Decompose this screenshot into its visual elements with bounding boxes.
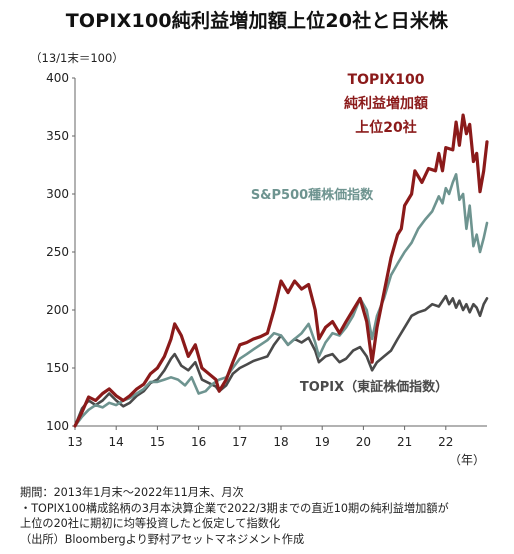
chart-title: TOPIX100純利益増加額上位20社と日米株 <box>65 10 449 32</box>
y-tick-label: 150 <box>46 361 69 375</box>
series-label-1: S&P500種株価指数 <box>251 187 374 203</box>
x-tick-label: 18 <box>273 435 288 449</box>
series-line-1 <box>73 173 489 428</box>
footnotes: 期間：2013年1月末～2022年11月末、月次 ・TOPIX100構成銘柄の3… <box>20 485 449 547</box>
series-label-2: TOPIX（東証株価指数） <box>300 379 448 395</box>
line-chart: 100 150 200 250 300 350 400 13 14 15 16 17 18 19 20 21 2… <box>46 71 489 467</box>
x-axis-unit: （年） <box>449 453 485 467</box>
x-tick-label: 19 <box>315 435 330 449</box>
x-tick-label: 15 <box>150 435 165 449</box>
footnote-method-2: 上位の20社に期初に均等投資したと仮定して指数化 <box>20 517 281 530</box>
y-tick-label: 300 <box>46 187 69 201</box>
series-label-0: 純利益増加額 <box>344 95 428 112</box>
footnote-method-1: ・TOPIX100構成銘柄の3月本決算企業で2022/3期までの直近10期の純利… <box>20 501 449 515</box>
y-tick-label: 400 <box>46 71 69 85</box>
y-tick-label: 100 <box>46 419 69 433</box>
y-tick-label: 250 <box>46 245 69 259</box>
series-line-0 <box>73 113 489 428</box>
series-line-2 <box>73 294 489 428</box>
series-label-0: TOPIX100 <box>348 72 425 88</box>
unit-note: （13/1末＝100） <box>30 51 124 65</box>
x-tick-label: 22 <box>438 435 453 449</box>
x-tick-label: 16 <box>191 435 206 449</box>
footnote-period: 期間：2013年1月末～2022年11月末、月次 <box>20 486 244 499</box>
y-tick-label: 350 <box>46 129 69 143</box>
y-tick-label: 200 <box>46 303 69 317</box>
x-tick-label: 13 <box>67 435 82 449</box>
series-label-0: 上位20社 <box>355 119 416 136</box>
x-tick-label: 14 <box>109 435 124 449</box>
footnote-source: （出所）Bloombergより野村アセットマネジメント作成 <box>20 532 305 546</box>
x-tick-label: 21 <box>397 435 412 449</box>
x-tick-label: 20 <box>356 435 371 449</box>
x-tick-label: 17 <box>232 435 247 449</box>
